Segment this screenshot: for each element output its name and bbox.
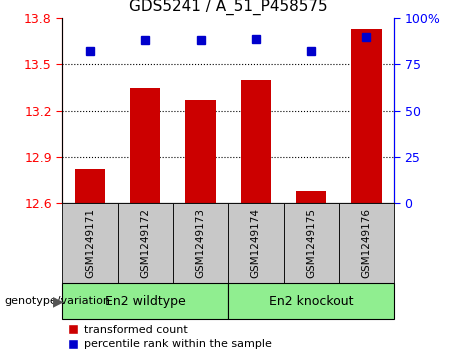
Bar bbox=[130, 87, 160, 203]
Text: En2 wildtype: En2 wildtype bbox=[105, 295, 186, 308]
Text: GSM1249171: GSM1249171 bbox=[85, 208, 95, 278]
Text: GSM1249172: GSM1249172 bbox=[140, 208, 150, 278]
Text: GSM1249173: GSM1249173 bbox=[195, 208, 206, 278]
Bar bbox=[185, 100, 216, 203]
Bar bbox=[75, 169, 105, 203]
Text: GSM1249174: GSM1249174 bbox=[251, 208, 261, 278]
Text: En2 knockout: En2 knockout bbox=[269, 295, 354, 308]
Bar bbox=[62, 283, 228, 319]
Bar bbox=[228, 203, 284, 283]
Bar bbox=[339, 203, 394, 283]
Text: GSM1249176: GSM1249176 bbox=[361, 208, 372, 278]
Bar bbox=[173, 203, 228, 283]
Bar bbox=[62, 203, 118, 283]
Bar bbox=[118, 203, 173, 283]
Title: GDS5241 / A_51_P458575: GDS5241 / A_51_P458575 bbox=[129, 0, 327, 15]
Bar bbox=[351, 29, 382, 203]
Legend: transformed count, percentile rank within the sample: transformed count, percentile rank withi… bbox=[68, 325, 272, 350]
Bar bbox=[241, 80, 271, 203]
Text: genotype/variation: genotype/variation bbox=[5, 296, 111, 306]
Text: ▶: ▶ bbox=[53, 294, 64, 308]
Bar bbox=[228, 283, 394, 319]
Bar bbox=[284, 203, 339, 283]
Text: GSM1249175: GSM1249175 bbox=[306, 208, 316, 278]
Bar bbox=[296, 191, 326, 203]
